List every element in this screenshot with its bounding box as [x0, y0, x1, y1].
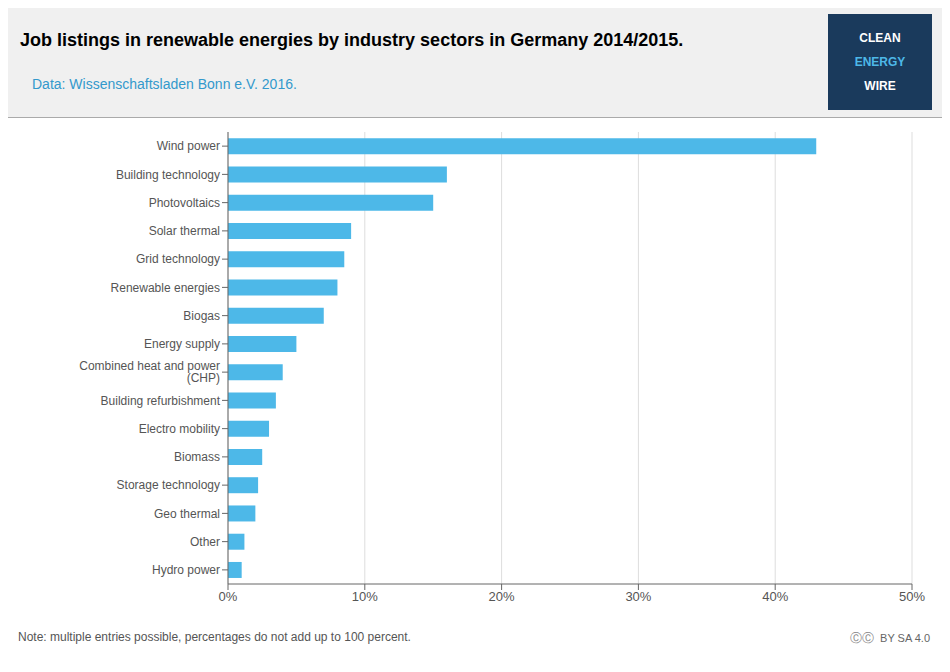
svg-text:Photovoltaics: Photovoltaics: [149, 196, 220, 210]
svg-text:40%: 40%: [762, 589, 788, 604]
html-text:ENERGY: ENERGY: [854, 55, 906, 69]
svg-text:Energy supply: Energy supply: [144, 337, 220, 351]
html-text:Note: multiple entries possibl: Note: multiple entries possible, percent…: [18, 630, 411, 644]
svg-text:Other: Other: [190, 535, 220, 549]
svg-text:Grid technology: Grid technology: [136, 252, 220, 266]
svg-text:Combined heat and power(CHP): Combined heat and power(CHP): [79, 359, 220, 385]
svg-text:50%: 50%: [899, 589, 925, 604]
html-text:Job listings in renewable ener: Job listings in renewable energies by in…: [20, 30, 684, 50]
svg-text:30%: 30%: [625, 589, 651, 604]
svg-text:Biogas: Biogas: [183, 309, 220, 323]
html-text:BY SA 4.0: BY SA 4.0: [880, 632, 930, 644]
svg-text:Building technology: Building technology: [116, 168, 220, 182]
svg-text:Wind power: Wind power: [157, 139, 220, 153]
svg-text:0%: 0%: [219, 589, 238, 604]
svg-text:Geo thermal: Geo thermal: [154, 507, 220, 521]
svg-text:Renewable energies: Renewable energies: [111, 281, 220, 295]
svg-text:20%: 20%: [489, 589, 515, 604]
svg-text:10%: 10%: [352, 589, 378, 604]
svg-text:Solar thermal: Solar thermal: [149, 224, 220, 238]
html-text:WIRE: WIRE: [864, 79, 896, 93]
svg-text:Biomass: Biomass: [174, 450, 220, 464]
svg-text:Electro mobility: Electro mobility: [139, 422, 220, 436]
svg-text:Storage technology: Storage technology: [117, 478, 220, 492]
html-text:CLEAN: CLEAN: [859, 31, 901, 45]
svg-text:Building refurbishment: Building refurbishment: [101, 394, 221, 408]
svg-text:Hydro power: Hydro power: [152, 563, 220, 577]
html-text:Data: Wissenschaftsladen Bonn: Data: Wissenschaftsladen Bonn e.V. 2016.: [32, 76, 297, 92]
